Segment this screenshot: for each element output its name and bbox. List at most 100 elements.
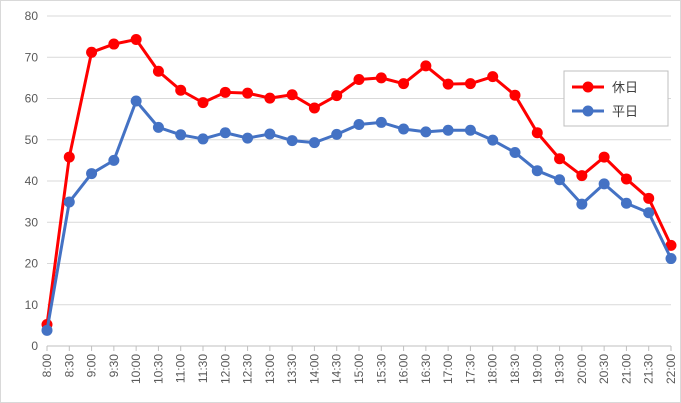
data-point — [130, 95, 142, 107]
x-tick-label: 11:30 — [196, 354, 210, 383]
x-tick-label: 8:30 — [62, 354, 76, 378]
data-point — [108, 154, 120, 166]
data-point — [264, 92, 276, 104]
data-point — [375, 72, 387, 84]
data-point — [152, 121, 164, 133]
data-point — [643, 192, 655, 204]
data-point — [665, 253, 677, 265]
series-holiday — [41, 34, 677, 331]
data-point — [286, 89, 298, 101]
data-point — [598, 178, 610, 190]
legend-item: 休日 — [572, 81, 638, 96]
x-tick-label: 21:30 — [642, 354, 656, 384]
series-weekday — [41, 95, 677, 336]
data-point — [420, 126, 432, 138]
data-point — [108, 38, 120, 50]
gridlines — [47, 15, 671, 306]
data-point — [554, 153, 566, 165]
data-point — [509, 147, 521, 159]
data-point — [152, 65, 164, 77]
y-tick-label: 50 — [25, 133, 39, 147]
data-point — [63, 196, 75, 208]
data-point — [531, 127, 543, 139]
data-point — [175, 84, 187, 96]
y-tick-label: 30 — [25, 215, 39, 229]
y-tick-label: 70 — [25, 50, 39, 64]
x-tick-label: 19:30 — [553, 354, 567, 384]
data-point — [219, 86, 231, 98]
legend-box — [563, 70, 669, 127]
x-tick-label: 22:00 — [664, 354, 678, 384]
data-point — [398, 123, 410, 135]
data-point — [331, 90, 343, 102]
data-point — [420, 60, 432, 72]
data-point — [464, 124, 476, 136]
data-point — [442, 78, 454, 90]
x-tick-label: 19:00 — [530, 354, 544, 384]
series-lines — [41, 34, 677, 336]
data-point — [509, 89, 521, 101]
data-point — [531, 165, 543, 177]
x-tick-label: 15:00 — [352, 354, 366, 384]
axes: 0 10 20 30 40 50 60 70 80 8:00 8:30 9:00 9:30 10:00 10… — [25, 9, 678, 384]
data-point — [130, 34, 142, 46]
y-tick-label: 0 — [31, 339, 38, 353]
y-tick-label: 80 — [25, 9, 39, 23]
y-tick-label: 40 — [25, 174, 39, 188]
data-point — [554, 174, 566, 186]
x-tick-label: 20:30 — [597, 354, 611, 384]
x-tick-label: 10:30 — [151, 354, 165, 384]
data-point — [487, 71, 499, 83]
x-tick-label: 16:30 — [419, 354, 433, 384]
data-point — [242, 132, 254, 144]
data-point — [219, 127, 231, 139]
data-point — [576, 198, 588, 210]
data-point — [197, 97, 209, 109]
y-tick-label: 10 — [25, 298, 39, 312]
x-tick-label: 9:30 — [107, 354, 121, 378]
data-point — [464, 78, 476, 90]
data-point — [41, 324, 53, 336]
data-point — [175, 129, 187, 141]
x-tick-label: 18:00 — [486, 354, 500, 384]
data-point — [197, 133, 209, 145]
x-tick-label: 17:30 — [463, 354, 477, 384]
data-point — [86, 168, 98, 180]
x-tick-label: 9:00 — [85, 354, 99, 378]
x-tick-label: 14:00 — [307, 354, 321, 384]
x-tick-label: 8:00 — [40, 354, 54, 378]
x-tick-label: 12:00 — [218, 354, 232, 384]
legend-swatch-marker — [582, 81, 594, 93]
x-tick-label: 21:00 — [619, 354, 633, 384]
data-point — [375, 116, 387, 128]
x-tick-label: 15:30 — [374, 354, 388, 384]
x-tick-label: 12:30 — [241, 354, 255, 384]
data-point — [264, 128, 276, 140]
legend-swatch-marker — [582, 105, 594, 117]
x-tick-label: 10:00 — [129, 354, 143, 384]
data-point — [598, 151, 610, 163]
data-point — [442, 124, 454, 136]
x-tick-label: 16:00 — [397, 354, 411, 384]
data-point — [86, 46, 98, 58]
x-tick-label: 18:30 — [508, 354, 522, 384]
x-tick-label: 20:00 — [575, 354, 589, 384]
data-point — [620, 173, 632, 185]
data-point — [620, 197, 632, 209]
data-point — [308, 102, 320, 114]
data-point — [286, 135, 298, 147]
y-tick-label: 20 — [25, 257, 39, 271]
data-point — [487, 134, 499, 146]
x-tick-label: 13:30 — [285, 354, 299, 384]
data-point — [353, 74, 365, 86]
data-point — [665, 239, 677, 251]
legend-item: 平日 — [572, 105, 638, 120]
data-point — [576, 170, 588, 182]
series-line — [45, 99, 673, 331]
x-tick-label: 13:00 — [263, 354, 277, 384]
x-tick-label: 14:30 — [330, 354, 344, 384]
x-tick-label: 17:00 — [441, 354, 455, 384]
